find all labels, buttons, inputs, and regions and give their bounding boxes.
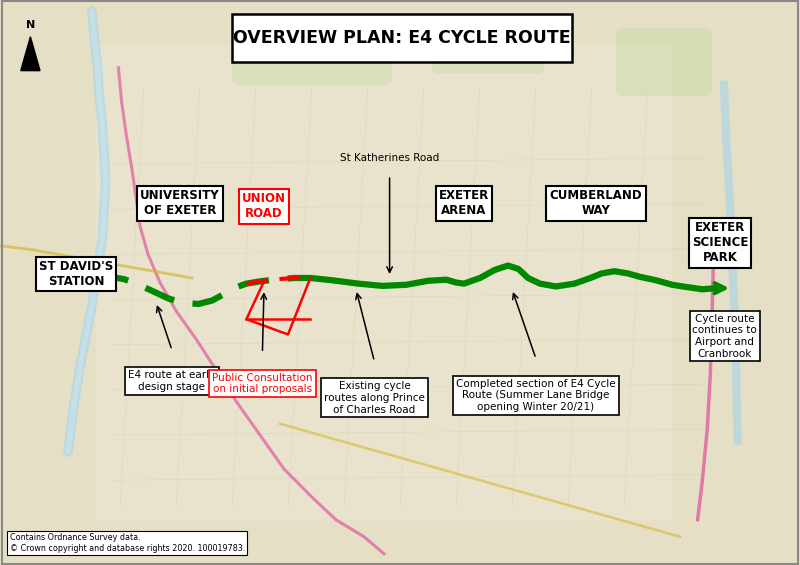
Text: Cycle route
continues to
Airport and
Cranbrook: Cycle route continues to Airport and Cra… bbox=[693, 314, 757, 359]
Text: OVERVIEW PLAN: E4 CYCLE ROUTE: OVERVIEW PLAN: E4 CYCLE ROUTE bbox=[233, 29, 571, 47]
FancyBboxPatch shape bbox=[96, 45, 672, 520]
Text: ST DAVID'S
STATION: ST DAVID'S STATION bbox=[39, 260, 113, 288]
Text: Completed section of E4 Cycle
Route (Summer Lane Bridge
opening Winter 20/21): Completed section of E4 Cycle Route (Sum… bbox=[456, 379, 616, 412]
Text: CUMBERLAND
WAY: CUMBERLAND WAY bbox=[550, 189, 642, 218]
Text: Contains Ordnance Survey data.
© Crown copyright and database rights 2020. 10001: Contains Ordnance Survey data. © Crown c… bbox=[10, 533, 245, 553]
Text: E4 route at early
design stage: E4 route at early design stage bbox=[128, 370, 216, 392]
FancyBboxPatch shape bbox=[232, 14, 572, 62]
FancyBboxPatch shape bbox=[616, 28, 712, 96]
Text: UNION
ROAD: UNION ROAD bbox=[242, 192, 286, 220]
Text: Public Consultation
on initial proposals: Public Consultation on initial proposals bbox=[212, 373, 313, 394]
Text: St Katherines Road: St Katherines Road bbox=[340, 153, 439, 163]
Text: Existing cycle
routes along Prince
of Charles Road: Existing cycle routes along Prince of Ch… bbox=[324, 381, 425, 415]
FancyBboxPatch shape bbox=[432, 17, 544, 73]
Polygon shape bbox=[21, 37, 40, 71]
Text: EXETER
SCIENCE
PARK: EXETER SCIENCE PARK bbox=[692, 221, 748, 264]
Text: N: N bbox=[26, 20, 35, 30]
FancyBboxPatch shape bbox=[232, 17, 392, 85]
Text: EXETER
ARENA: EXETER ARENA bbox=[439, 189, 489, 218]
Text: UNIVERSITY
OF EXETER: UNIVERSITY OF EXETER bbox=[140, 189, 220, 218]
